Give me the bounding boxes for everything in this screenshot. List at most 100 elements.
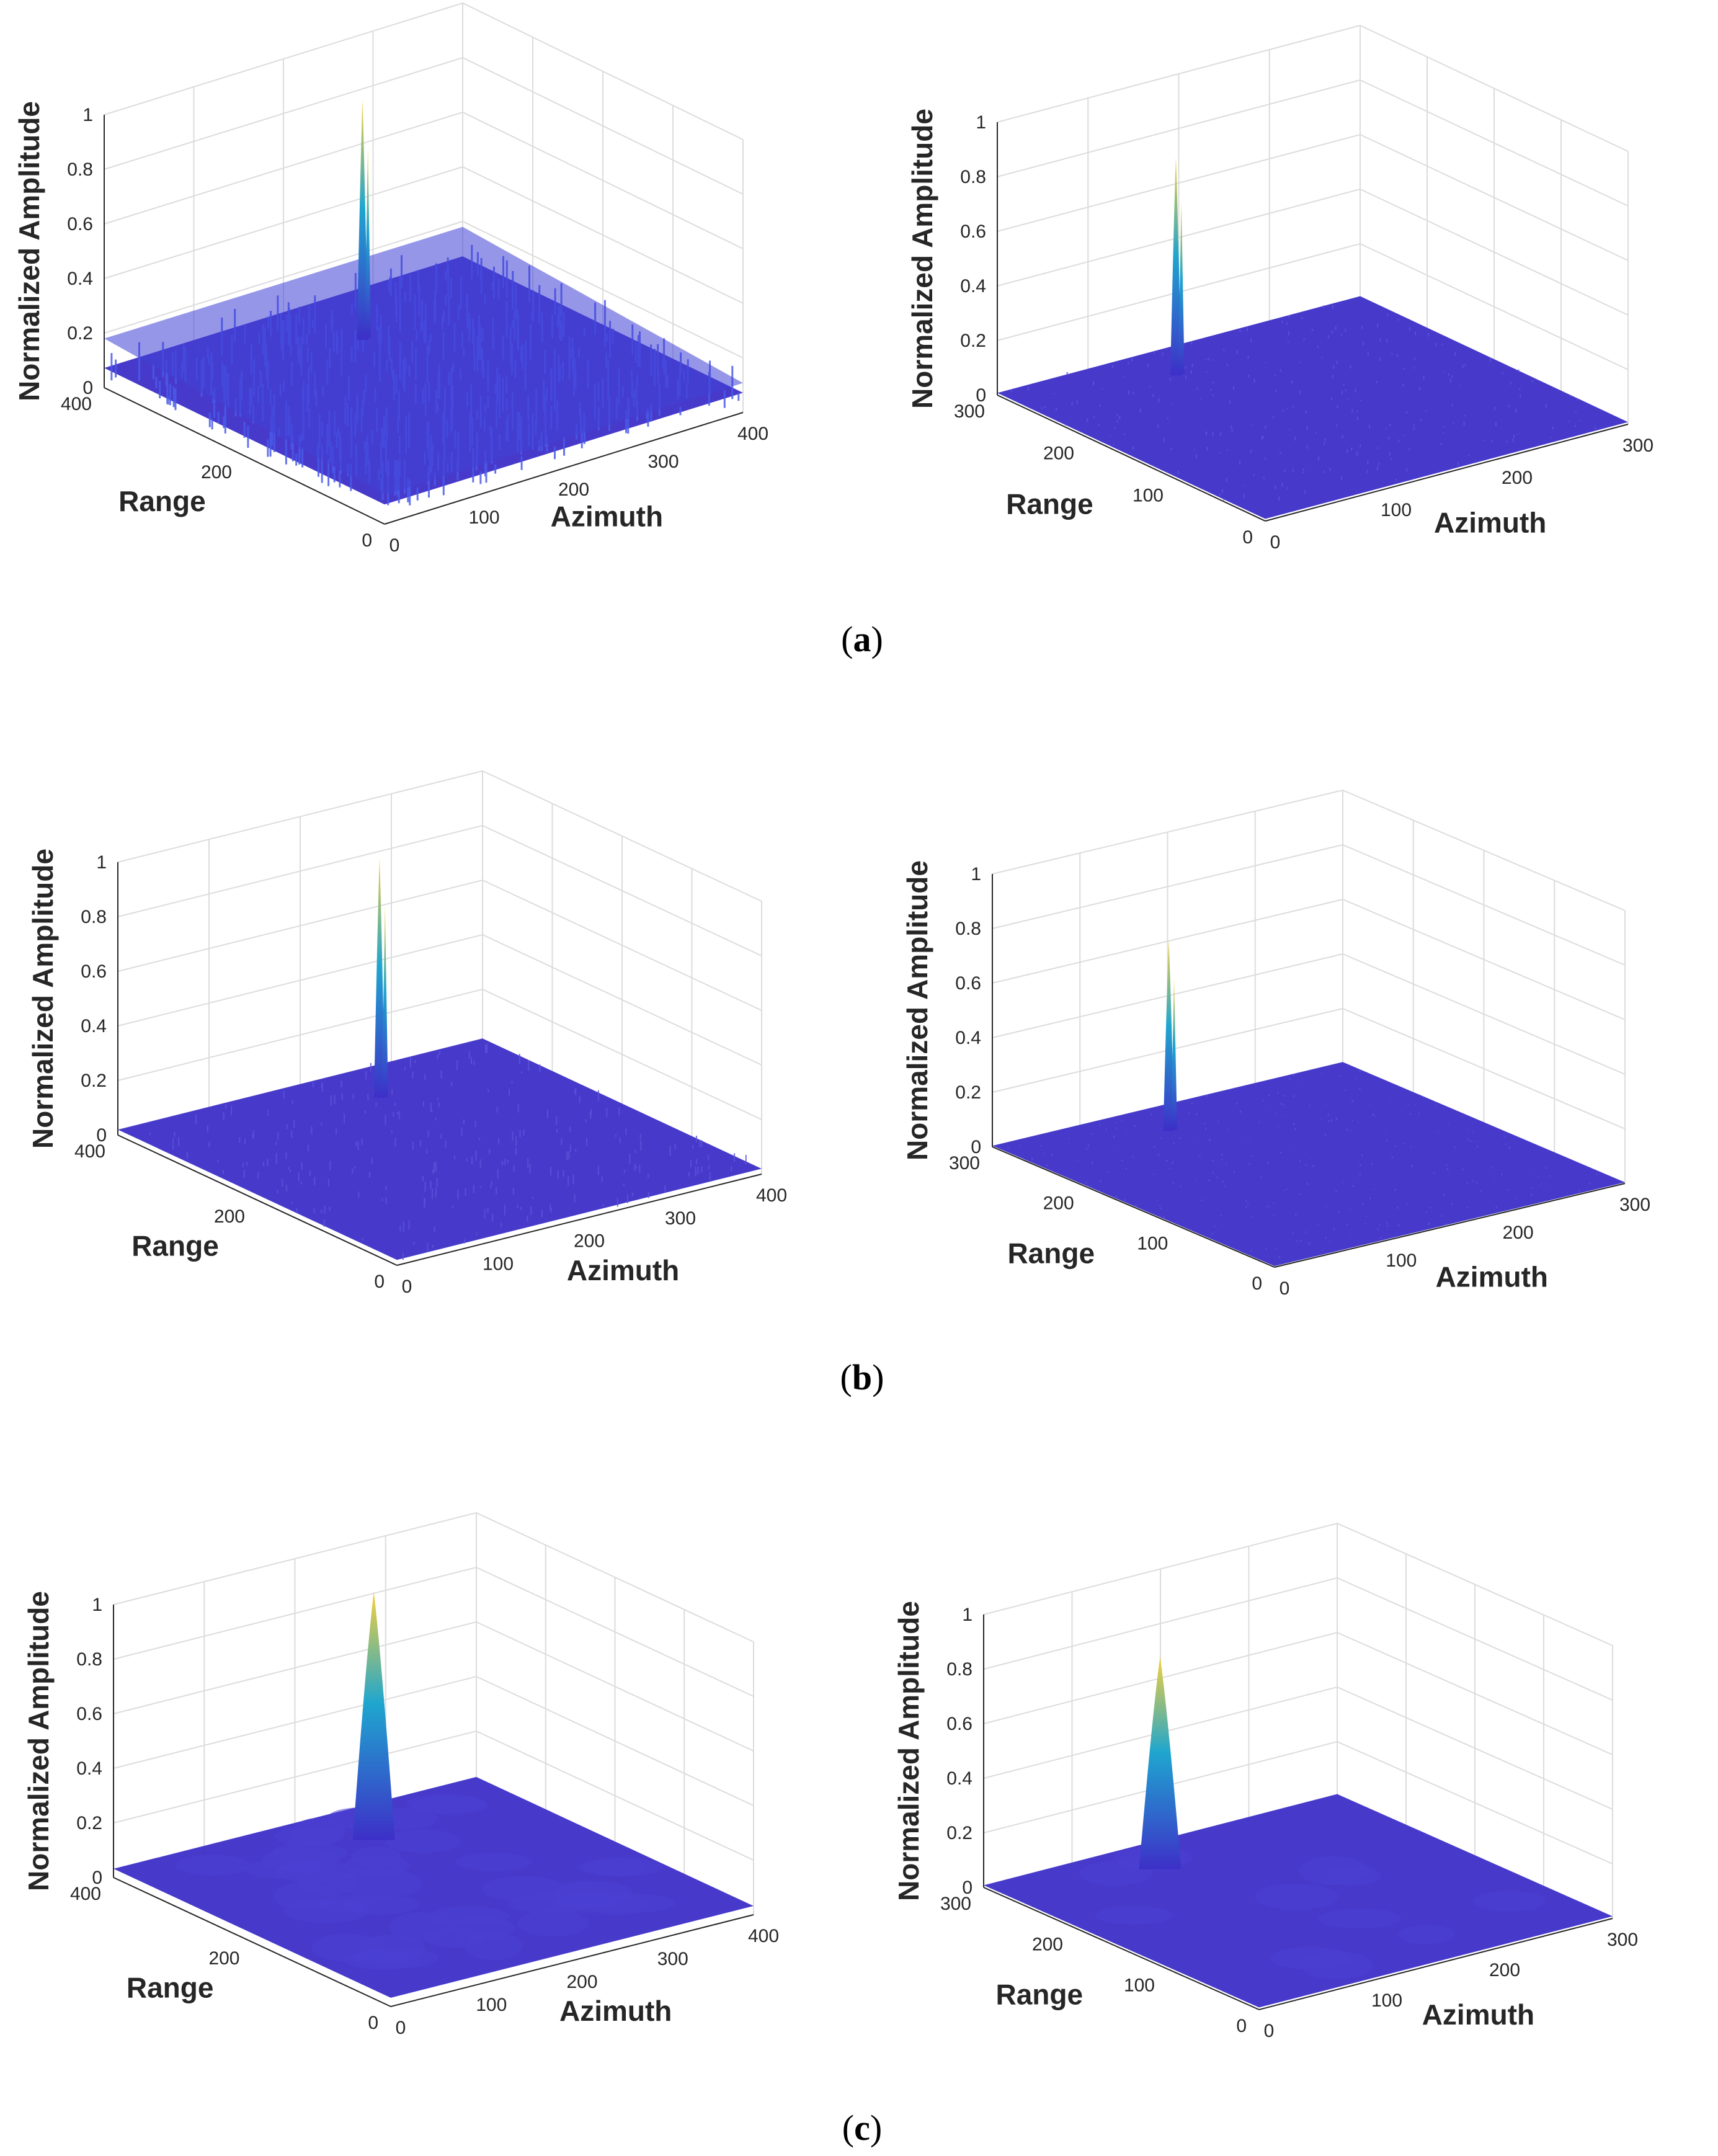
grid-line (117, 770, 762, 902)
axes: 00.20.40.60.8101002003000100200300Normal… (901, 860, 1650, 1299)
grid-line (104, 166, 744, 304)
surface-ripple (1398, 1925, 1455, 1944)
azimuth-axis-title: Azimuth (559, 1995, 672, 2027)
surface (113, 1592, 754, 1998)
azimuth-axis-title: Azimuth (1436, 1260, 1548, 1293)
peak-side-lobe (1178, 200, 1185, 375)
noise-body (104, 226, 743, 495)
range-axis-title: Range (118, 485, 206, 517)
z-tick-label: 0 (92, 1868, 102, 1888)
z-tick-label: 0.2 (960, 331, 986, 351)
back-walls (992, 789, 1626, 1183)
azimuth-tick-label: 400 (748, 1926, 779, 1946)
surface-ripple (355, 1947, 438, 1969)
grid-line (983, 1577, 1613, 1701)
azimuth-axis-line (1274, 1183, 1626, 1268)
azimuth-tick-label: 100 (483, 1254, 514, 1274)
z-tick-label: 0.4 (960, 276, 986, 296)
surface-ripple (579, 1858, 664, 1876)
surface-ripple (337, 1869, 423, 1899)
back-walls (104, 2, 744, 412)
z-axis-title: Normalized Amplitude (22, 1591, 55, 1891)
range-tick-label: 200 (201, 462, 232, 483)
range-tick-label: 200 (214, 1206, 245, 1227)
surface-ripple (385, 1829, 461, 1853)
grid-line (104, 56, 744, 195)
range-tick-label: 100 (1137, 1233, 1168, 1254)
surface-ripple (1255, 1884, 1338, 1910)
z-axis-title: Normalized Amplitude (892, 1601, 925, 1901)
axes: 00.20.40.60.8101002003004000200400Normal… (13, 101, 768, 556)
axes: 00.20.40.60.8101002003004000200400Normal… (22, 1591, 779, 2038)
z-tick-label: 1 (96, 852, 107, 873)
peak (1163, 940, 1175, 1131)
z-tick-label: 1 (976, 112, 986, 133)
chart-c-left: 00.20.40.60.8101002003004000200400Normal… (22, 1512, 779, 2038)
azimuth-axis-line (390, 1914, 754, 2007)
grid-line (997, 188, 1629, 316)
chart-a-left: 00.20.40.60.8101002003004000200400Normal… (13, 2, 768, 556)
z-tick-label: 0 (82, 378, 93, 398)
surface-ripple (455, 1853, 532, 1871)
azimuth-tick-label: 400 (756, 1185, 787, 1206)
surface-ripple (595, 1894, 675, 1913)
range-tick-label: 0 (1252, 1273, 1262, 1294)
z-tick-label: 0.6 (955, 973, 981, 994)
z-axis-title: Normalized Amplitude (901, 860, 933, 1160)
range-tick-label: 0 (374, 1272, 385, 1292)
azimuth-tick-label: 200 (1503, 1223, 1534, 1243)
grid-line (104, 111, 744, 249)
peak-side-lobe (1170, 978, 1177, 1130)
grid-line (997, 243, 1629, 370)
azimuth-tick-label: 300 (1619, 1195, 1650, 1215)
range-tick-label: 0 (362, 530, 372, 551)
range-axis-line (997, 394, 1266, 522)
surface-ripple (272, 1842, 348, 1864)
azimuth-axis-line (1265, 424, 1629, 522)
z-tick-label: 0.6 (81, 961, 107, 982)
z-tick-label: 0.2 (946, 1823, 972, 1843)
range-tick-label: 200 (208, 1948, 239, 1969)
range-tick-label: 400 (74, 1141, 105, 1162)
range-axis-title: Range (1007, 1237, 1095, 1269)
z-tick-label: 0.4 (946, 1768, 972, 1789)
peak (352, 1592, 395, 1840)
range-axis-title: Range (131, 1230, 219, 1262)
chart-b-right: 00.20.40.60.8101002003000100200300Normal… (901, 789, 1650, 1299)
range-tick-label: 200 (1043, 443, 1074, 464)
surface-ripple (340, 1895, 420, 1915)
range-axis-title: Range (127, 1972, 214, 2004)
range-tick-label: 400 (61, 394, 92, 414)
z-axis-title: Normalized Amplitude (906, 109, 938, 409)
peak (1170, 157, 1182, 376)
surface-ripple (429, 1906, 509, 1927)
azimuth-tick-label: 200 (1502, 468, 1533, 488)
range-axis-line (983, 1887, 1260, 2010)
surface (997, 157, 1628, 519)
z-tick-label: 0.8 (67, 159, 93, 180)
grid-line (117, 988, 762, 1120)
surface-ripple (412, 1796, 487, 1815)
z-tick-label: 0.2 (955, 1082, 981, 1103)
caption-b: (b) (840, 1357, 884, 1397)
range-tick-label: 200 (1043, 1193, 1074, 1214)
z-tick-label: 0.2 (76, 1813, 102, 1833)
range-tick-label: 100 (1124, 1975, 1155, 1995)
peak (373, 858, 385, 1098)
z-tick-label: 0.6 (67, 214, 93, 234)
surface-ripple (1473, 1891, 1546, 1912)
surface-plane (992, 1062, 1625, 1267)
grid-line (997, 133, 1629, 261)
grid-line (992, 953, 1626, 1075)
surface-plane (997, 296, 1628, 519)
peak (1139, 1656, 1182, 1869)
grid-line (992, 789, 1626, 911)
range-axis-line (117, 1134, 398, 1266)
azimuth-tick-label: 200 (574, 1231, 605, 1252)
peak-side-lobe (381, 906, 388, 1097)
azimuth-axis-line (1258, 1918, 1613, 2010)
range-axis-title: Range (1006, 488, 1093, 520)
z-tick-label: 1 (962, 1605, 972, 1625)
axes: 00.20.40.60.8101002003004000200400Normal… (27, 849, 787, 1297)
